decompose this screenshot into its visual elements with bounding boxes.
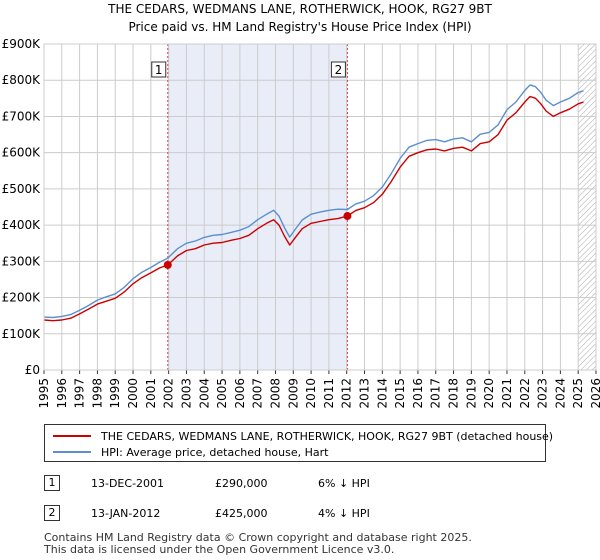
chart-title: THE CEDARS, WEDMANS LANE, ROTHERWICK, HO…: [107, 2, 492, 16]
property-price-line: [44, 95, 584, 322]
sale-point-1: [163, 260, 172, 269]
x-tick-label: 2023: [536, 378, 550, 409]
price-chart: THE CEDARS, WEDMANS LANE, ROTHERWICK, HO…: [2, 2, 600, 409]
y-tick-label: £900K: [2, 37, 42, 51]
x-tick-label: 2012: [340, 378, 354, 409]
x-tick-label: 2003: [179, 378, 193, 409]
x-tick-label: 2004: [197, 378, 211, 409]
x-tick-label: 2022: [518, 378, 532, 409]
legend-label-property: THE CEDARS, WEDMANS LANE, ROTHERWICK, HO…: [101, 429, 554, 443]
x-tick-label: 2021: [500, 378, 514, 409]
marker-box-1: [151, 61, 167, 78]
x-tick-label: 2016: [411, 378, 425, 409]
legend-swatch-hpi: [53, 451, 91, 453]
y-axis: £0 £100K £200K £300K £400K £500K £600K £700K £80…: [2, 37, 42, 377]
y-tick-label: £200K: [2, 291, 42, 305]
y-tick-label: £0: [25, 363, 40, 377]
x-tick-label: 2018: [447, 378, 461, 409]
legend-swatch-property: [53, 435, 91, 437]
hpi-line: [44, 84, 584, 319]
sale-point-2: [343, 212, 352, 221]
marker-label-1: 1: [155, 63, 163, 77]
series-lines: [44, 84, 584, 322]
x-tick-label: 1998: [90, 378, 104, 409]
annotation-row: 1 13-DEC-2001 £290,000 6% ↓ HPI: [0, 475, 600, 493]
x-tick-label: 2017: [429, 378, 443, 409]
x-tick-label: 2010: [304, 378, 318, 409]
y-tick-label: £600K: [2, 146, 42, 160]
x-tick-label: 2006: [233, 378, 247, 409]
x-tick-label: 2000: [126, 378, 140, 409]
y-tick-label: £700K: [2, 109, 42, 123]
gridlines: [43, 43, 597, 371]
x-tick-label: 2007: [251, 378, 265, 409]
footer-copyright: Contains HM Land Registry data © Crown c…: [44, 531, 472, 544]
x-tick-label: 2011: [322, 378, 336, 409]
annotation-hpi: 6% ↓ HPI: [318, 477, 370, 490]
marker-box-2: [330, 61, 346, 78]
x-tick-label: 1995: [37, 378, 51, 409]
annotation-row: 2 13-JAN-2012 £425,000 4% ↓ HPI: [0, 505, 600, 523]
x-tick-label: 2020: [482, 378, 496, 409]
y-tick-label: £800K: [2, 73, 42, 87]
x-tick-label: 2024: [553, 378, 567, 409]
x-tick-label: 2014: [375, 378, 389, 409]
x-tick-label: 2001: [144, 378, 158, 409]
marker-points: [163, 212, 352, 269]
x-tick-label: 2002: [162, 378, 176, 409]
chart-subtitle: Price paid vs. HM Land Registry's House …: [128, 20, 471, 34]
y-tick-label: £500K: [2, 182, 42, 196]
y-tick-label: £400K: [2, 218, 42, 232]
legend-item-property: THE CEDARS, WEDMANS LANE, ROTHERWICK, HO…: [53, 428, 553, 444]
x-axis: 1995 1996 1997 1998 1999 2000 2001 2002 2003 2004…: [37, 370, 600, 409]
annotation-date: 13-JAN-2012: [91, 507, 161, 520]
plot-frame: [43, 43, 597, 371]
marker-label-2: 2: [335, 63, 343, 77]
annotation-price: £290,000: [215, 477, 268, 490]
x-tick-label: 1997: [73, 378, 87, 409]
x-tick-label: 2005: [215, 378, 229, 409]
x-tick-label: 2026: [589, 378, 600, 409]
annotation-number: 2: [44, 505, 60, 521]
x-tick-label: 2019: [464, 378, 478, 409]
annotation-hpi: 4% ↓ HPI: [318, 507, 370, 520]
annotation-number: 1: [44, 475, 60, 491]
x-tick-label: 1999: [108, 378, 122, 409]
y-tick-label: £300K: [2, 254, 42, 268]
legend-label-hpi: HPI: Average price, detached house, Hart: [101, 445, 329, 459]
x-tick-label: 2015: [393, 378, 407, 409]
footer-licence: This data is licensed under the Open Gov…: [44, 543, 395, 556]
y-tick-label: £100K: [2, 327, 42, 341]
annotation-price: £425,000: [215, 507, 268, 520]
forecast-hatch: [578, 44, 596, 370]
legend: THE CEDARS, WEDMANS LANE, ROTHERWICK, HO…: [44, 424, 553, 462]
x-tick-label: 1996: [55, 378, 69, 409]
annotation-date: 13-DEC-2001: [91, 477, 165, 490]
x-tick-label: 2025: [571, 378, 585, 409]
x-tick-label: 2009: [286, 378, 300, 409]
x-tick-label: 2013: [358, 378, 372, 409]
legend-item-hpi: HPI: Average price, detached house, Hart: [53, 444, 328, 460]
x-tick-label: 2008: [268, 378, 282, 409]
